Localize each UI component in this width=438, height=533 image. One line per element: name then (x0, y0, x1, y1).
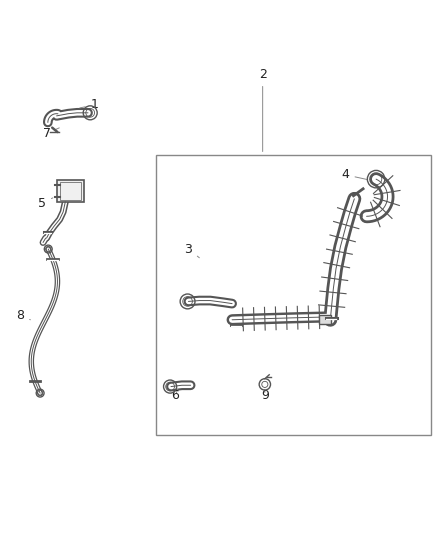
Text: 4: 4 (342, 168, 367, 181)
Bar (155, 155, 431, 434)
Text: 1: 1 (80, 99, 99, 111)
Text: 3: 3 (184, 243, 199, 258)
Text: 9: 9 (261, 389, 269, 402)
Text: 2: 2 (259, 68, 267, 151)
Text: 5: 5 (38, 197, 53, 209)
Text: 7: 7 (42, 127, 59, 140)
Bar (318, 314, 331, 324)
Bar (60, 182, 81, 200)
Bar (57, 180, 84, 202)
Text: 6: 6 (171, 389, 179, 402)
Text: 8: 8 (16, 309, 30, 322)
